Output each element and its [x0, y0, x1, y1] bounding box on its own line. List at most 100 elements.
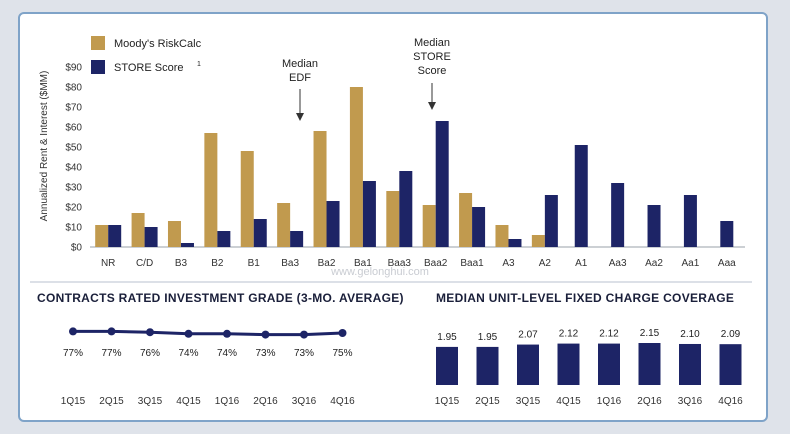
line-value-label: 75% — [332, 348, 352, 359]
bar-store-aa2 — [647, 205, 661, 247]
y-axis-ticks: $0 $10 $20 $30 $40 $50 $60 $70 $80 $90 — [65, 63, 82, 254]
coverage-bar — [719, 344, 742, 385]
x-tick-label: A3 — [502, 258, 515, 269]
bar-moodys-ba2 — [313, 131, 327, 247]
x-tick-label: C/D — [136, 258, 153, 269]
annotation-median-edf-line-2: EDF — [289, 72, 311, 84]
coverage-bars: 1.95 1Q15 1.95 2Q15 2.07 3Q15 2.12 4Q15 2.12 1Q16… — [435, 328, 743, 407]
bar-store-ba2 — [326, 201, 340, 247]
legend: Moody's RiskCalc STORE Score 1 — [91, 36, 202, 74]
annotation-median-store: Median STORE Score — [413, 37, 451, 110]
coverage-chart-title: MEDIAN UNIT-LEVEL FIXED CHARGE COVERAGE — [436, 291, 734, 305]
bar-store-b2 — [217, 231, 231, 247]
coverage-x-tick-label: 1Q16 — [597, 396, 622, 407]
investment-grade-line — [73, 329, 343, 337]
y-tick-label: $0 — [71, 243, 83, 254]
line-point — [261, 330, 270, 339]
x-tick-label: B2 — [211, 258, 224, 269]
x-tick-label: Aa3 — [609, 258, 627, 269]
line-value-label: 74% — [217, 348, 237, 359]
x-tick-label: Ba3 — [281, 258, 299, 269]
legend-footnote-marker: 1 — [197, 61, 201, 68]
bar-moodys-baa2 — [422, 205, 436, 247]
bar-store-cd — [144, 227, 158, 247]
coverage-bar — [517, 344, 539, 385]
line-value-label: 77% — [101, 348, 121, 359]
coverage-bar — [436, 346, 458, 385]
line-x-tick-label: 2Q16 — [253, 396, 278, 407]
line-x-tick-label: 3Q16 — [292, 396, 317, 407]
bar-store-baa2 — [435, 121, 449, 247]
coverage-x-tick-label: 1Q15 — [435, 396, 460, 407]
coverage-value-label: 2.10 — [680, 329, 700, 340]
bar-moodys-ba3 — [277, 203, 291, 247]
line-value-label: 74% — [178, 348, 198, 359]
bar-moodys-b2 — [204, 133, 218, 247]
line-x-tick-label: 4Q16 — [330, 396, 355, 407]
bar-moodys-nr — [95, 225, 109, 247]
bar-moodys-cd — [131, 213, 145, 247]
y-tick-label: $80 — [65, 83, 82, 94]
x-axis-ticks: NR C/D B3 B2 B1 Ba3 Ba2 Ba1 Baa3 Baa2 Baa1 A3 A2 A1 Aa… — [101, 258, 736, 269]
arrow-down-icon — [296, 113, 304, 121]
coverage-value-label: 1.95 — [478, 332, 498, 343]
line-chart-title: CONTRACTS RATED INVESTMENT GRADE (3-MO. … — [37, 291, 404, 305]
coverage-value-label: 1.95 — [437, 332, 457, 343]
y-tick-label: $60 — [65, 123, 82, 134]
coverage-bar — [638, 343, 661, 385]
bar-group — [95, 87, 734, 247]
legend-swatch-moodys — [91, 36, 105, 50]
line-point — [184, 329, 193, 338]
bar-store-a2 — [544, 195, 558, 247]
x-tick-label: Ba1 — [354, 258, 372, 269]
arrow-down-icon — [428, 102, 436, 110]
y-tick-label: $20 — [65, 203, 82, 214]
line-x-tick-label: 1Q16 — [215, 396, 240, 407]
line-value-label: 73% — [255, 348, 275, 359]
coverage-value-label: 2.12 — [599, 329, 619, 340]
coverage-x-tick-label: 3Q16 — [678, 396, 703, 407]
coverage-x-tick-label: 4Q15 — [556, 396, 581, 407]
bar-store-ba1 — [362, 181, 376, 247]
x-tick-label: A2 — [539, 258, 552, 269]
coverage-value-label: 2.15 — [640, 328, 660, 339]
y-tick-label: $10 — [65, 223, 82, 234]
line-series: 77% 1Q15 77% 2Q15 76% 3Q15 74% 4Q15 74% 1Q16 73% 2Q… — [61, 327, 355, 407]
x-tick-label: Ba2 — [318, 258, 336, 269]
legend-label-store: STORE Score — [114, 62, 184, 74]
line-point — [338, 329, 347, 337]
line-point — [146, 328, 154, 337]
bar-store-b3 — [180, 243, 194, 247]
bar-moodys-a2 — [531, 235, 545, 247]
bar-store-baa3 — [399, 171, 413, 247]
bar-store-b1 — [253, 219, 267, 247]
x-tick-label: Aa1 — [682, 258, 700, 269]
coverage-x-tick-label: 2Q16 — [637, 396, 662, 407]
annotation-median-store-line-3: Score — [418, 65, 447, 77]
annotation-median-edf-line-1: Median — [282, 58, 318, 70]
coverage-x-tick-label: 4Q16 — [718, 396, 743, 407]
line-value-label: 77% — [63, 348, 83, 359]
bar-moodys-b3 — [167, 221, 181, 247]
x-tick-label: Aaa — [718, 258, 736, 269]
line-x-tick-label: 3Q15 — [138, 396, 163, 407]
y-axis-label: Annualized Rent & Interest ($MM) — [39, 71, 50, 222]
coverage-bar — [476, 346, 499, 385]
y-tick-label: $70 — [65, 103, 82, 114]
bar-moodys-a3 — [495, 225, 509, 247]
x-tick-label: Baa1 — [460, 258, 484, 269]
bar-store-aa1 — [683, 195, 697, 247]
bar-store-ba3 — [290, 231, 304, 247]
x-tick-label: A1 — [575, 258, 588, 269]
coverage-bar-chart: MEDIAN UNIT-LEVEL FIXED CHARGE COVERAGE … — [435, 291, 743, 407]
annotation-median-edf: Median EDF — [282, 58, 318, 121]
watermark: www.gelonghui.com — [330, 266, 429, 278]
line-x-tick-label: 4Q15 — [176, 396, 201, 407]
line-point — [107, 327, 116, 336]
coverage-bar — [598, 343, 620, 385]
coverage-value-label: 2.12 — [559, 329, 579, 340]
bar-store-nr — [108, 225, 122, 247]
line-value-label: 73% — [294, 348, 314, 359]
coverage-bar — [557, 343, 580, 385]
